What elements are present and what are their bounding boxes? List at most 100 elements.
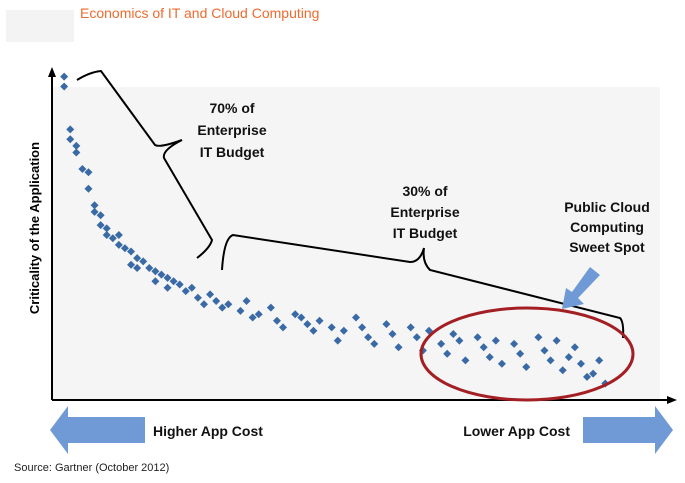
data-point [412,333,421,342]
left-arrow-icon [50,406,145,454]
logo-placeholder [6,10,74,42]
data-point [60,82,69,91]
data-points [60,72,610,388]
data-point [437,339,446,348]
data-point [272,316,281,325]
data-point [443,349,452,358]
data-point [242,297,251,305]
data-point [218,303,227,312]
data-point [145,264,154,272]
data-point [339,326,348,335]
data-point [558,366,567,375]
data-point [72,141,81,150]
annotation-30-line3: IT Budget [393,225,458,241]
data-point [157,270,166,279]
data-point [102,224,111,233]
data-point [315,316,324,325]
data-point [576,359,585,368]
data-point [406,323,415,332]
data-point [163,283,172,292]
data-point [455,336,464,345]
data-point [248,313,257,322]
data-point [552,336,561,345]
annotation-70-line2: Enterprise [197,122,266,138]
data-point [595,356,604,365]
data-point [291,310,300,319]
data-point [297,313,306,322]
data-point [133,254,142,263]
data-point [473,333,482,342]
sweet-spot-arrow-icon [562,267,600,309]
data-point [108,234,117,243]
data-point [254,310,263,319]
data-point [583,372,592,381]
data-point [564,353,573,362]
sweet-spot-line3: Sweet Spot [569,239,645,255]
data-point [364,333,373,342]
data-point [540,346,549,355]
data-point [479,343,488,352]
data-point [187,283,196,292]
data-point [90,207,99,216]
data-point [181,287,190,296]
annotation-sweet-spot: Public Cloud Computing Sweet Spot [564,199,650,255]
data-point [206,290,215,299]
y-axis-label: Criticality of the Application [27,142,42,314]
data-point [66,125,75,134]
data-point [133,264,142,272]
annotation-70-line1: 70% of [209,100,254,116]
data-point [78,165,87,173]
sweet-spot-ellipse [419,306,635,402]
data-point [382,320,391,329]
annotation-30-line2: Enterprise [390,204,459,220]
slide-title: Economics of IT and Cloud Computing [80,5,320,21]
data-point [102,231,111,239]
data-point [193,293,202,302]
data-point [352,313,360,322]
data-point [96,211,105,220]
sweet-spot-line2: Computing [570,219,644,235]
source-note: Source: Gartner (October 2012) [14,462,170,474]
data-point [127,260,136,269]
annotation-30-line1: 30% of [402,183,447,199]
higher-app-cost-label: Higher App Cost [153,423,263,439]
annotation-30-percent: 30% of Enterprise IT Budget [390,183,459,241]
data-point [84,168,93,177]
data-point [516,349,525,358]
data-point [163,273,172,282]
bracket-70-percent [76,69,214,259]
x-axis-arrowhead [667,396,677,404]
data-point [327,323,336,332]
data-point [169,277,178,286]
bracket-30-percent [221,233,625,339]
lower-app-cost-label: Lower App Cost [463,423,570,439]
data-point [151,277,160,286]
data-point [66,135,75,144]
data-point [90,201,99,210]
y-axis-arrowhead [48,67,56,77]
data-point [175,280,184,289]
data-point [522,363,531,371]
sweet-spot-line1: Public Cloud [564,199,650,215]
data-point [491,336,500,345]
data-point [394,343,403,352]
data-point [534,333,543,342]
data-point [510,339,519,348]
data-point [120,244,129,253]
data-point [485,353,494,362]
data-point [127,247,136,256]
data-point [461,356,470,365]
data-point [212,297,221,305]
data-point [224,300,233,309]
data-point [279,323,288,332]
data-point [151,267,160,276]
data-point [358,323,367,332]
plot-background [53,87,660,400]
data-point [546,356,555,365]
data-point [449,330,458,338]
data-point [303,320,312,329]
annotation-70-line3: IT Budget [200,144,265,160]
data-point [114,240,123,249]
